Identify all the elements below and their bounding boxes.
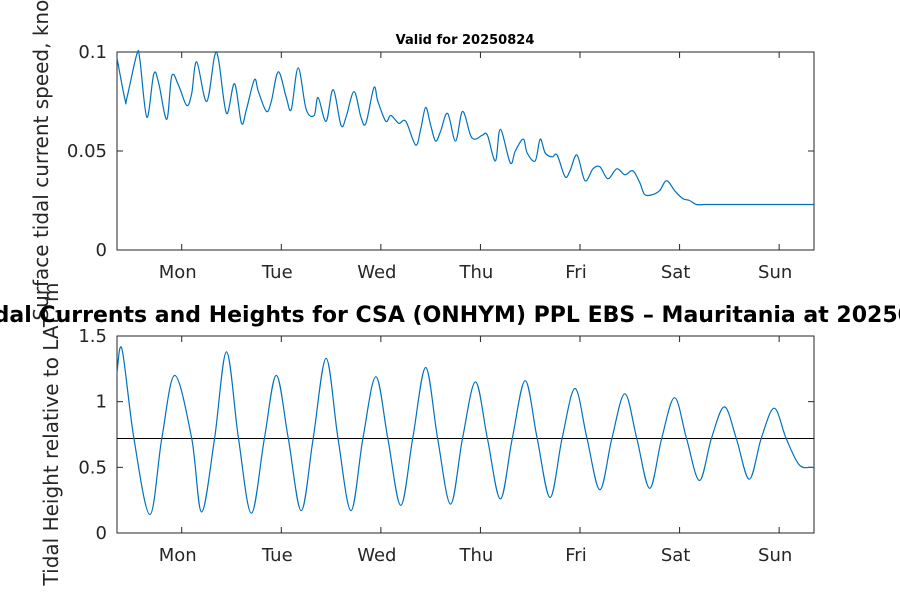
current-speed-xtick-label: Mon	[159, 262, 197, 283]
tidal-height-xtick-label: Wed	[357, 545, 396, 566]
current-speed-xtick-label: Sat	[661, 262, 691, 283]
current-speed-ticks: 0 0.05 0.1 Mon Tue Wed Thu Fri Sat Sun	[67, 42, 814, 283]
tidal-height-xtick-label: Sat	[661, 545, 691, 566]
tidal-height-plot-area	[116, 335, 815, 534]
tidal-height-xtick-label: Mon	[159, 545, 197, 566]
current-speed-ytick-label: 0.1	[78, 42, 107, 63]
tidal-height-axes: 0 0.5 1 1.5 Mon Tue Wed Thu Fri Sat Sun Tidal Heig…	[39, 283, 815, 587]
tidal-height-ytick-label: 0	[96, 523, 107, 544]
current-speed-xtick-label: Tue	[261, 262, 293, 283]
tidal-height-xtick-label: Tue	[261, 545, 293, 566]
current-speed-ytick-label: 0	[96, 240, 107, 261]
current-speed-xtick-label: Sun	[758, 262, 792, 283]
tidal-height-ylabel: Tidal Height relative to LAT, m	[39, 283, 63, 587]
figure-suptitle: Tidal Currents and Heights for CSA (ONHY…	[0, 303, 900, 328]
tidal-height-ytick-label: 1.5	[78, 326, 107, 347]
current-speed-title: Valid for 20250824	[396, 33, 535, 48]
current-speed-xtick-label: Wed	[357, 262, 396, 283]
current-speed-ylabel: Surface tidal current speed, knots	[29, 0, 53, 321]
tidal-height-xtick-label: Thu	[459, 545, 494, 566]
tidal-height-ticks: 0 0.5 1 1.5 Mon Tue Wed Thu Fri Sat Sun	[78, 326, 814, 566]
current-speed-series-line	[116, 49, 814, 206]
current-speed-ytick-label: 0.05	[67, 141, 107, 162]
tidal-height-xtick-label: Fri	[565, 545, 586, 566]
tidal-height-ytick-label: 0.5	[78, 457, 107, 478]
tidal-height-ytick-label: 1	[96, 392, 107, 413]
tidal-height-series-line	[116, 346, 815, 516]
tidal-height-xtick-label: Sun	[758, 545, 792, 566]
current-speed-axes: 0 0.05 0.1 Mon Tue Wed Thu Fri Sat Sun Valid for …	[29, 0, 815, 321]
current-speed-xtick-label: Thu	[459, 262, 494, 283]
current-speed-xtick-label: Fri	[565, 262, 586, 283]
